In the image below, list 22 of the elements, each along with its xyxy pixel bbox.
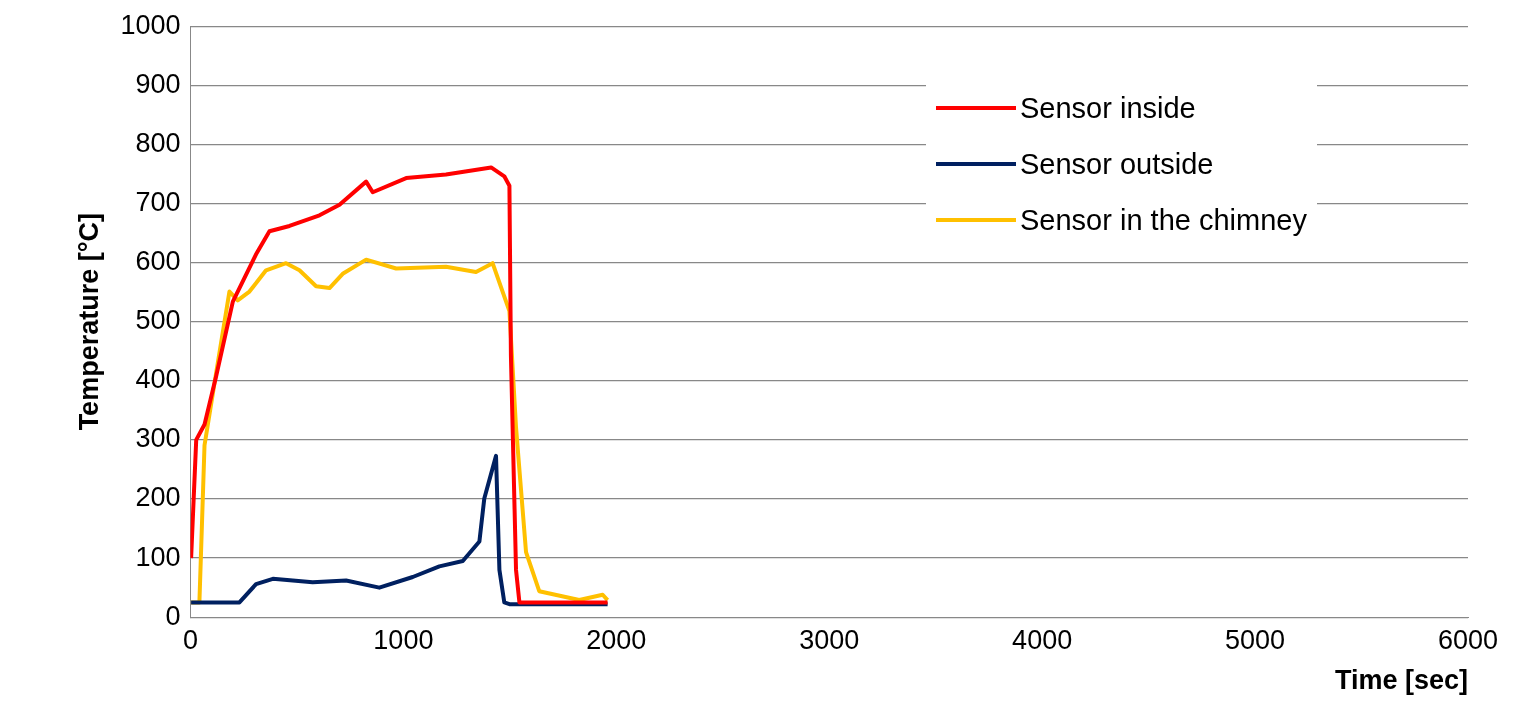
y-tick-label: 200 — [135, 482, 181, 513]
x-tick-label: 5000 — [1225, 624, 1286, 655]
y-tick-label: 100 — [135, 541, 181, 572]
y-tick-label: 900 — [135, 68, 181, 99]
y-tick-label: 800 — [135, 127, 181, 158]
y-tick-label: 300 — [135, 423, 181, 454]
legend-label: Sensor inside — [1020, 91, 1196, 125]
y-tick-label: 1000 — [120, 9, 181, 40]
y-tick-label: 600 — [135, 246, 181, 277]
x-tick-label: 2000 — [586, 624, 647, 655]
y-tick-label: 400 — [135, 364, 181, 395]
x-tick-label: 1000 — [373, 624, 434, 655]
y-axis-title: Temperature [°C] — [73, 213, 104, 431]
x-tick-label: 3000 — [799, 624, 860, 655]
y-tick-label: 500 — [135, 305, 181, 336]
legend-label: Sensor outside — [1020, 147, 1214, 181]
y-tick-label: 0 — [165, 600, 181, 631]
legend-label: Sensor in the chimney — [1020, 203, 1307, 237]
x-axis-title: Time [sec] — [1334, 665, 1468, 696]
x-tick-label: 6000 — [1437, 624, 1499, 655]
x-tick-label: 4000 — [1012, 624, 1073, 655]
y-tick-label: 700 — [135, 186, 181, 217]
